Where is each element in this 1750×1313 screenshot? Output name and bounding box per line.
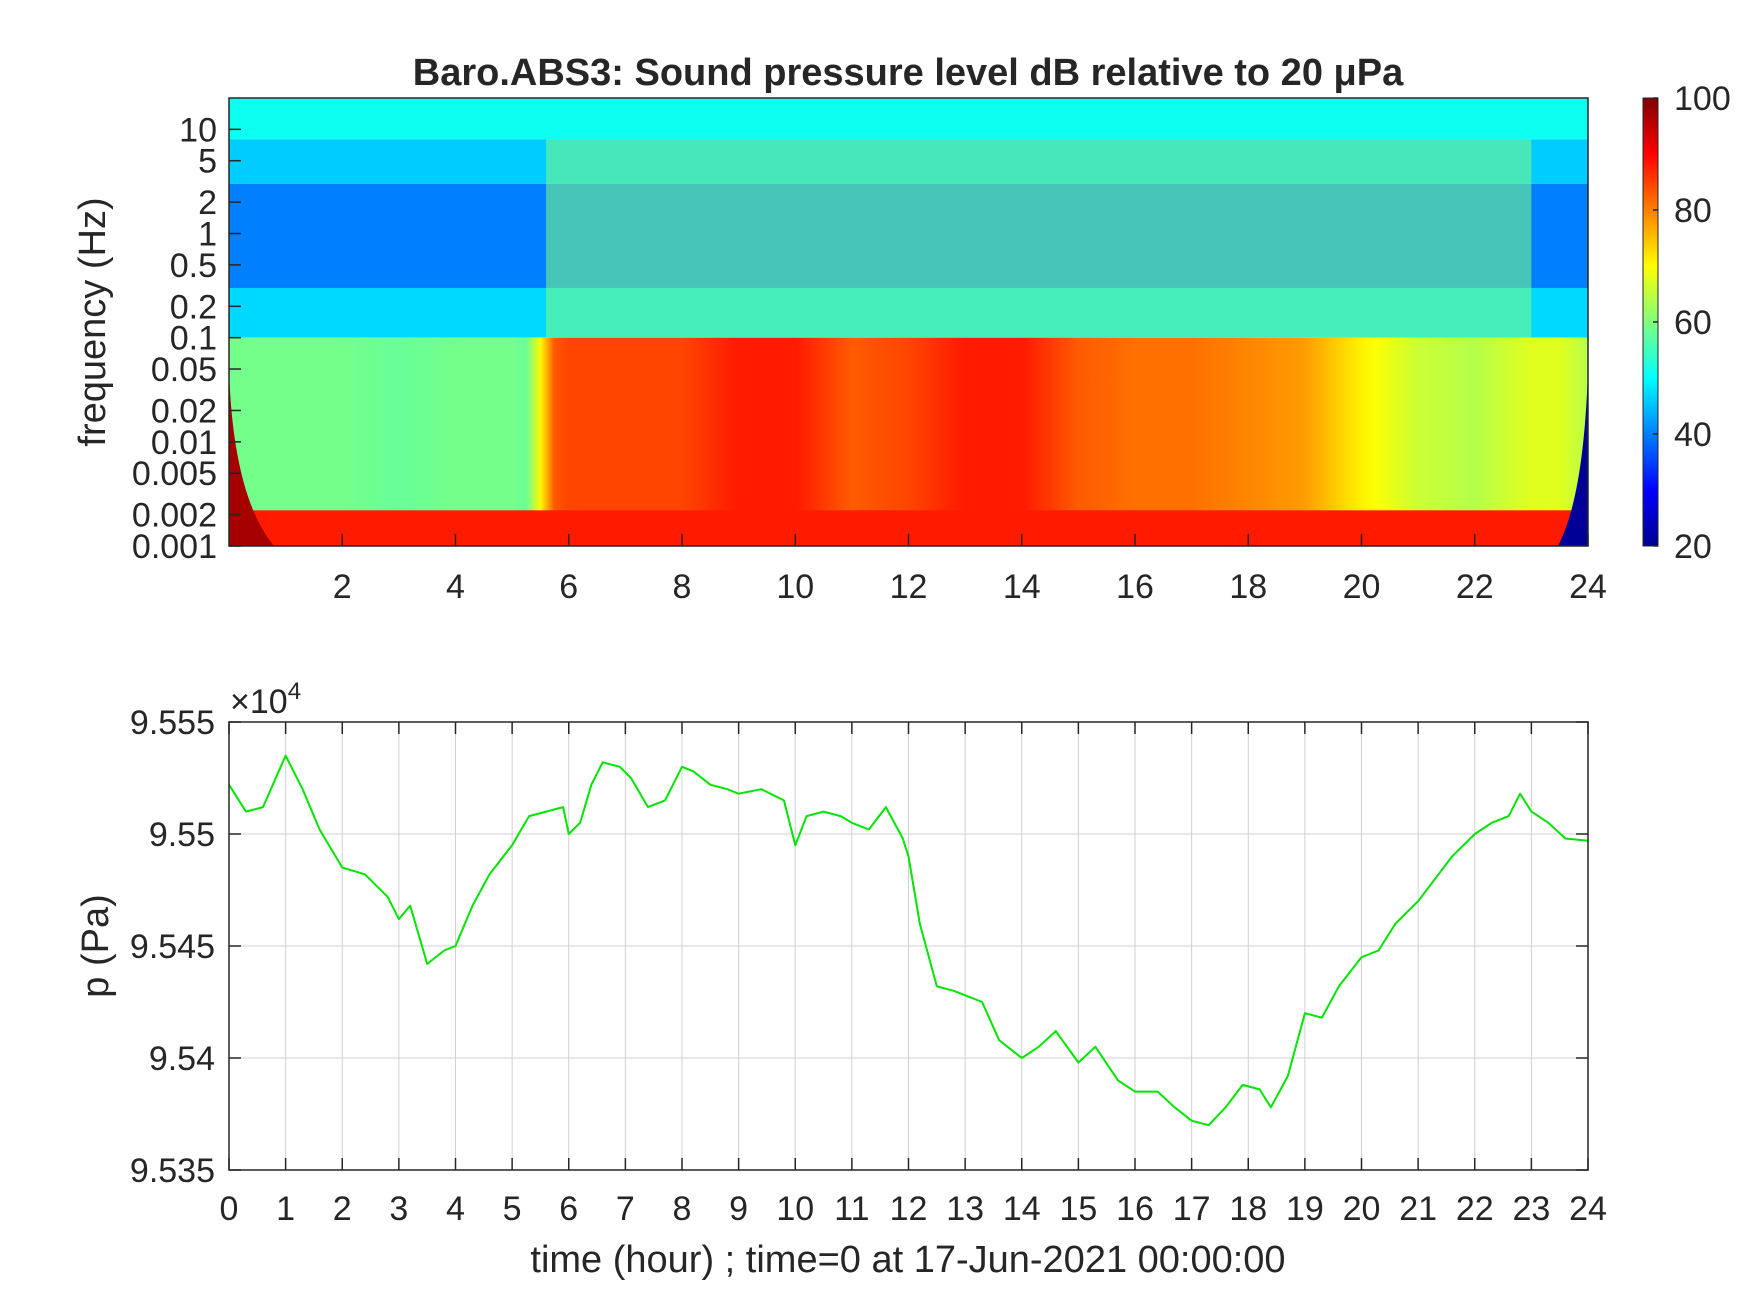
pressure-y-tick-label: 9.54 [149,1040,215,1078]
pressure-x-tick-label: 14 [1003,1190,1041,1228]
spectrogram-y-tick-label: 0.02 [151,392,217,430]
spectrogram-y-tick-label: 2 [198,184,217,222]
pressure-x-tick-label: 0 [220,1190,239,1228]
y-multiplier: ×104 [230,678,301,721]
spectrogram-x-tick-label: 6 [559,568,578,606]
spectrogram-x-tick-label: 14 [1003,568,1041,606]
spectrogram-band [229,98,1588,140]
pressure-y-tick-label: 9.55 [149,816,215,854]
pressure-y-ticks: 9.555 9.55 9.545 9.54 9.535 [130,704,1588,1190]
spectrogram-x-tick-label: 10 [776,568,814,606]
pressure-x-tick-label: 20 [1343,1190,1381,1228]
spectrogram-x-ticks: 2 4 6 8 10 12 14 16 18 20 22 24 [333,534,1607,606]
pressure-x-tick-label: 21 [1399,1190,1437,1228]
pressure-x-label: time (hour) ; time=0 at 17-Jun-2021 00:0… [530,1239,1285,1281]
pressure-x-ticks: 0 1 2 3 4 5 6 7 8 9 10 11 12 13 14 15 16 17 18 19 20 21 22 23 24 [220,722,1607,1228]
colorbar-ticks: 100 80 60 40 20 [1653,80,1731,566]
pressure-x-tick-label: 6 [559,1190,578,1228]
spectrogram-x-tick-label: 12 [890,568,928,606]
spectrogram-y-tick-label: 0.2 [170,288,217,326]
spectrogram-y-tick-label: 0.001 [132,528,217,566]
pressure-y-tick-label: 9.535 [130,1152,215,1190]
pressure-x-tick-label: 13 [946,1190,984,1228]
spectrogram-x-tick-label: 2 [333,568,352,606]
colorbar-tick-label: 60 [1674,304,1712,342]
pressure-series-line [229,754,1588,1127]
pressure-x-tick-label: 3 [389,1190,408,1228]
pressure-x-tick-label: 18 [1229,1190,1267,1228]
pressure-grid [229,722,1588,1170]
spectrogram-y-tick-label: 1 [198,216,217,254]
spectrogram-y-tick-label: 0.002 [132,497,217,535]
pressure-x-tick-label: 11 [834,1190,869,1228]
pressure-x-tick-label: 22 [1456,1190,1494,1228]
colorbar-tick-label: 20 [1674,528,1712,566]
pressure-x-tick-label: 16 [1116,1190,1154,1228]
pressure-x-tick-label: 15 [1059,1190,1097,1228]
spectrogram-y-tick-label: 0.1 [170,320,217,358]
spectrogram-x-tick-label: 8 [673,568,692,606]
pressure-y-label: p (Pa) [75,894,117,997]
y-multiplier-exponent: 4 [288,678,301,705]
spectrogram-x-tick-label: 16 [1116,568,1154,606]
pressure-x-tick-label: 1 [276,1190,295,1228]
spectrogram-heatmap [229,98,1588,546]
colorbar-tick-label: 80 [1674,192,1712,230]
pressure-x-tick-label: 4 [446,1190,465,1228]
pressure-y-tick-label: 9.555 [130,704,215,742]
spectrogram-y-tick-label: 10 [179,111,217,149]
pressure-x-tick-label: 23 [1512,1190,1550,1228]
spectrogram-x-tick-label: 18 [1229,568,1267,606]
pressure-x-tick-label: 8 [673,1190,692,1228]
pressure-panel: 0 1 2 3 4 5 6 7 8 9 10 11 12 13 14 15 16 17 18 19 20 21 22 23 24… [75,678,1607,1281]
pressure-x-tick-label: 17 [1173,1190,1211,1228]
colorbar-tick-label: 40 [1674,416,1712,454]
pressure-x-tick-label: 19 [1286,1190,1324,1228]
spectrogram-right-edge [1558,369,1588,546]
spectrogram-y-label: frequency (Hz) [72,197,114,446]
pressure-x-tick-label: 10 [776,1190,814,1228]
spectrogram-x-tick-label: 4 [446,568,465,606]
spectrogram-daytime-energy [546,139,1532,338]
spectrogram-y-tick-label: 0.01 [151,424,217,462]
spectrogram-x-tick-label: 22 [1456,568,1494,606]
pressure-x-tick-label: 24 [1569,1190,1607,1228]
pressure-x-tick-label: 2 [333,1190,352,1228]
spectrogram-y-tick-label: 0.005 [132,455,217,493]
pressure-x-tick-label: 5 [503,1190,522,1228]
spectrogram-y-tick-label: 0.5 [170,247,217,285]
pressure-y-tick-label: 9.545 [130,928,215,966]
spectrogram-panel: Baro.ABS3: Sound pressure level dB relat… [72,52,1607,606]
y-multiplier-base: ×10 [230,683,288,721]
spectrogram-y-tick-label: 5 [198,143,217,181]
pressure-x-tick-label: 12 [890,1190,928,1228]
spectrogram-left-edge [229,369,274,546]
spectrogram-y-tick-label: 0.05 [151,351,217,389]
spectrogram-x-tick-label: 24 [1569,568,1607,606]
pressure-x-tick-label: 9 [729,1190,748,1228]
pressure-x-tick-label: 7 [616,1190,635,1228]
colorbar-tick-label: 100 [1674,80,1731,118]
spectrogram-x-tick-label: 20 [1343,568,1381,606]
colorbar: 100 80 60 40 20 [1642,80,1731,566]
spectrogram-title: Baro.ABS3: Sound pressure level dB relat… [413,52,1404,94]
